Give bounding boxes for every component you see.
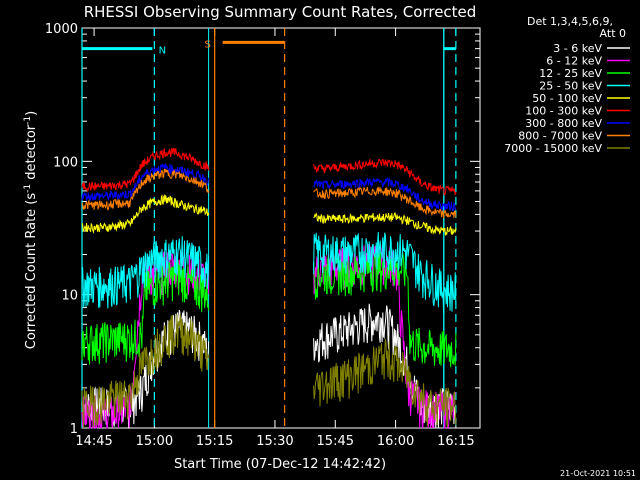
series-line-6-1 (313, 177, 457, 212)
legend-header: Det 1,3,4,5,6,9, (527, 15, 613, 28)
x-tick-label: 15:15 (196, 434, 233, 449)
series-line-3-0 (81, 236, 210, 309)
series-line-2-0 (81, 260, 210, 365)
series-line-5-1 (313, 158, 457, 196)
series-line-5-0 (81, 147, 210, 193)
y-tick-label: 10 (61, 289, 78, 304)
series-line-4-1 (313, 212, 457, 236)
series-line-6-0 (81, 163, 210, 201)
legend-label: 50 - 100 keV (532, 92, 602, 105)
series-line-4-0 (81, 193, 210, 235)
marker-label-S: S (204, 39, 210, 50)
y-tick-label: 100 (53, 155, 78, 170)
legend-label: 6 - 12 keV (546, 55, 602, 68)
x-tick-label: 15:00 (136, 434, 173, 449)
chart-title: RHESSI Observing Summary Count Rates, Co… (84, 3, 477, 21)
legend-label: 3 - 6 keV (553, 42, 602, 55)
y-tick-label: 1 (70, 422, 78, 437)
x-tick-label: 16:15 (437, 434, 474, 449)
footer-date: 21-Oct-2021 10:51 (560, 469, 636, 478)
legend-label: 800 - 7000 keV (518, 130, 602, 143)
series-line-7-0 (81, 168, 210, 211)
legend-label: 100 - 300 keV (525, 105, 602, 118)
x-axis-label: Start Time (07-Dec-12 14:42:42) (174, 457, 386, 472)
legend-label: 12 - 25 keV (539, 67, 602, 80)
legend-label: 7000 - 15000 keV (504, 142, 602, 155)
legend-header: Att 0 (600, 27, 626, 40)
y-tick-label: 1000 (45, 22, 78, 37)
x-tick-label: 15:30 (256, 434, 293, 449)
legend-label: 300 - 800 keV (525, 117, 602, 130)
series-line-2-1 (313, 250, 457, 368)
series-line-8-0 (81, 314, 210, 429)
x-tick-label: 16:00 (377, 434, 414, 449)
marker-label-N: N (159, 46, 166, 57)
x-tick-label: 14:45 (75, 434, 112, 449)
y-axis-label: Corrected Count Rate (s-1 detector-1) (23, 111, 39, 349)
series-line-7-1 (313, 186, 457, 219)
x-tick-label: 15:45 (317, 434, 354, 449)
series-line-3-1 (313, 231, 457, 314)
series-line-8-1 (313, 339, 457, 427)
legend-label: 25 - 50 keV (539, 80, 602, 93)
